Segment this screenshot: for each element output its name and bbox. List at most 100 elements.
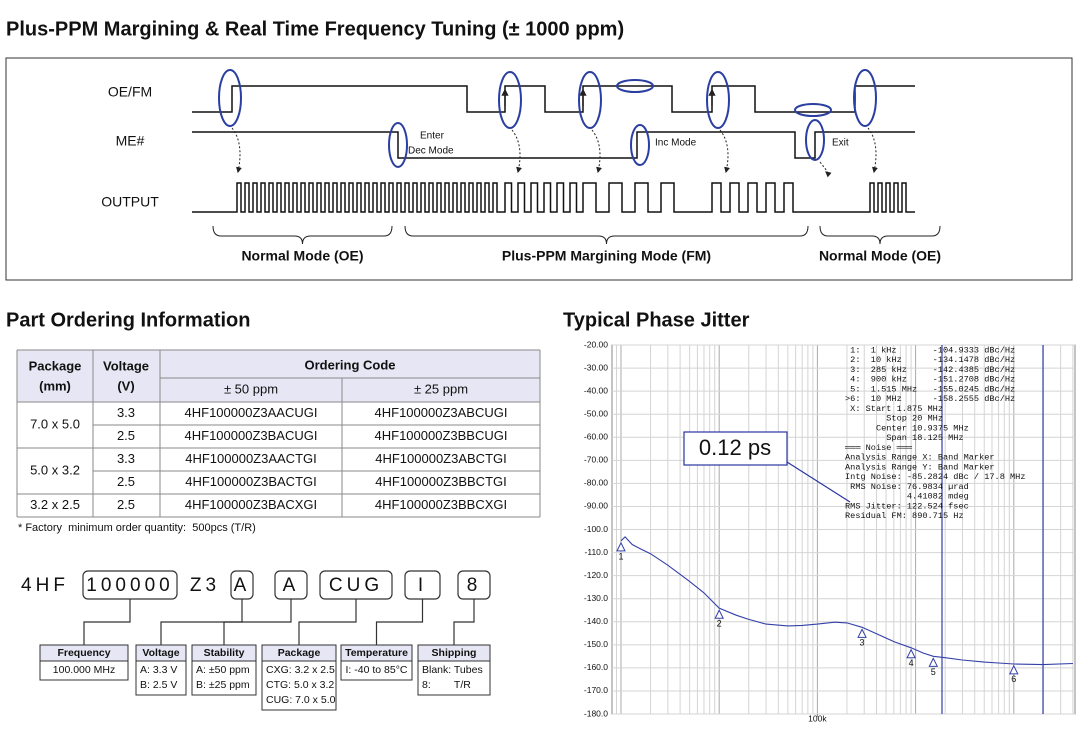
marker-readout: >6: 10 MHz -158.2555 dBc/Hz bbox=[845, 394, 1015, 404]
code-segment: 100000 bbox=[86, 575, 173, 596]
connector bbox=[298, 599, 357, 645]
field-body bbox=[191, 660, 257, 696]
package-cell: 5.0 x 3.2 bbox=[30, 462, 80, 477]
mode-label: Normal Mode (OE) bbox=[819, 248, 941, 264]
marker-triangle bbox=[928, 657, 939, 667]
table-header: Package bbox=[29, 358, 82, 373]
field-line: Blank: Tubes bbox=[422, 664, 483, 676]
ordering-code: 4HF100000Z3BBCUGI bbox=[375, 428, 508, 443]
field-title: Frequency bbox=[57, 647, 110, 659]
marker-readout: Analysis Range X: Band Marker bbox=[845, 453, 995, 463]
highlight-oval bbox=[388, 122, 408, 168]
section-heading: Typical Phase Jitter bbox=[563, 309, 750, 331]
mode-annotation: Exit bbox=[832, 138, 849, 149]
marker-triangle bbox=[857, 628, 867, 638]
oe-fm-waveform bbox=[192, 85, 915, 113]
field-line: CXG: 3.2 x 2.5 bbox=[266, 664, 335, 676]
y-tick-label: -150.0 bbox=[584, 639, 608, 649]
highlight-oval bbox=[218, 69, 242, 127]
highlight-oval bbox=[853, 69, 877, 127]
dotted-arrow bbox=[819, 161, 832, 178]
marker-readout: ═══ Noise ═══ bbox=[844, 443, 913, 453]
table-header: (mm) bbox=[39, 378, 71, 393]
highlight-oval bbox=[706, 71, 730, 129]
mode-annotation: Enter bbox=[420, 131, 445, 142]
field-line: A: 3.3 V bbox=[140, 664, 177, 676]
field-line: 8: T/R bbox=[422, 679, 471, 691]
field-title: Temperature bbox=[345, 647, 408, 659]
timing-frame bbox=[5, 57, 1073, 281]
marker-triangle bbox=[616, 541, 626, 552]
table-header: (V) bbox=[117, 378, 134, 393]
dotted-arrow bbox=[231, 127, 242, 174]
code-segment: 4HF bbox=[21, 575, 69, 596]
field-line: B: ±25 ppm bbox=[196, 679, 250, 691]
field-title: Voltage bbox=[142, 647, 179, 659]
y-tick-label: -90.00 bbox=[584, 501, 608, 511]
ordering-code: 4HF100000Z3BACXGI bbox=[185, 497, 317, 512]
marker-readout: RMS Jitter: 122.524 fsec bbox=[845, 501, 969, 511]
field-body bbox=[135, 660, 187, 696]
signal-label: OE/FM bbox=[108, 84, 152, 100]
y-tick-label: -120.0 bbox=[584, 570, 608, 580]
ordering-code: 4HF100000Z3AACUGI bbox=[185, 405, 318, 420]
y-tick-label: -110.0 bbox=[585, 547, 609, 557]
code-segment: Z3 bbox=[190, 575, 220, 596]
table-header-bg bbox=[17, 350, 540, 402]
y-tick-label: -50.00 bbox=[584, 408, 608, 418]
field-body bbox=[261, 660, 337, 711]
marker-readout: Intg Noise: -85.2824 dBc / 17.8 MHz bbox=[845, 472, 1026, 482]
marker-triangle bbox=[1008, 664, 1019, 675]
y-tick-label: -180.0 bbox=[584, 708, 608, 718]
package-cell: 7.0 x 5.0 bbox=[30, 416, 80, 431]
field-line: CTG: 5.0 x 3.2 bbox=[266, 679, 334, 691]
me-waveform bbox=[192, 131, 915, 159]
y-tick-label: -170.0 bbox=[584, 685, 608, 695]
ordering-code: 4HF100000Z3ABCUGI bbox=[375, 405, 508, 420]
y-tick-label: -70.00 bbox=[584, 455, 608, 465]
marker-readout: 1: 1 kHz -104.9333 dBc/Hz bbox=[845, 345, 1015, 355]
table-header: Ordering Code bbox=[304, 357, 395, 372]
brace bbox=[212, 225, 393, 245]
callout-pointer bbox=[786, 461, 851, 503]
y-tick-label: -140.0 bbox=[584, 616, 608, 626]
field-line: B: 2.5 V bbox=[140, 679, 177, 691]
highlight-oval bbox=[805, 119, 825, 161]
ordering-code: 4HF100000Z3BBCTGI bbox=[375, 474, 507, 489]
y-tick-label: -60.00 bbox=[584, 432, 608, 442]
field-title: Package bbox=[278, 647, 321, 659]
table-header: Voltage bbox=[103, 358, 149, 373]
marker-label: 1 bbox=[618, 551, 623, 561]
field-line: I: -40 to 85°C bbox=[346, 664, 408, 676]
marker-readout: Residual FM: 890.715 Hz bbox=[845, 511, 964, 521]
field-title: Stability bbox=[204, 647, 245, 659]
field-line: A: ±50 ppm bbox=[196, 664, 250, 676]
page-title: Plus-PPM Margining & Real Time Frequency… bbox=[6, 18, 624, 40]
y-tick-label: -130.0 bbox=[584, 593, 608, 603]
connector bbox=[83, 599, 131, 645]
connector bbox=[160, 599, 243, 645]
marker-label: 5 bbox=[931, 667, 936, 677]
field-title: Shipping bbox=[432, 647, 477, 659]
marker-label: 4 bbox=[909, 658, 914, 668]
trace bbox=[620, 536, 1073, 666]
code-segment: I bbox=[418, 575, 427, 596]
marker-readout: 2: 10 kHz -134.1478 dBc/Hz bbox=[845, 355, 1015, 365]
voltage-cell: 2.5 bbox=[117, 428, 135, 443]
signal-label: OUTPUT bbox=[101, 194, 159, 210]
table-header: ± 25 ppm bbox=[414, 381, 468, 396]
highlight-oval bbox=[616, 79, 654, 93]
voltage-cell: 3.3 bbox=[117, 451, 135, 466]
ordering-code: 4HF100000Z3BACTGI bbox=[185, 474, 317, 489]
field-line: 100.000 MHz bbox=[53, 664, 115, 676]
voltage-cell: 3.3 bbox=[117, 405, 135, 420]
marker-readout: 5: 1.515 MHz -155.0245 dBc/Hz bbox=[845, 384, 1015, 394]
marker-readout: Analysis Range Y: Band Marker bbox=[845, 462, 995, 472]
highlight-oval bbox=[794, 103, 832, 117]
voltage-cell: 2.5 bbox=[117, 474, 135, 489]
brace bbox=[404, 225, 809, 245]
connector bbox=[375, 599, 424, 645]
ordering-code: 4HF100000Z3BBCXGI bbox=[375, 497, 507, 512]
mode-label: Plus-PPM Margining Mode (FM) bbox=[502, 248, 711, 264]
dotted-arrow bbox=[867, 127, 878, 174]
